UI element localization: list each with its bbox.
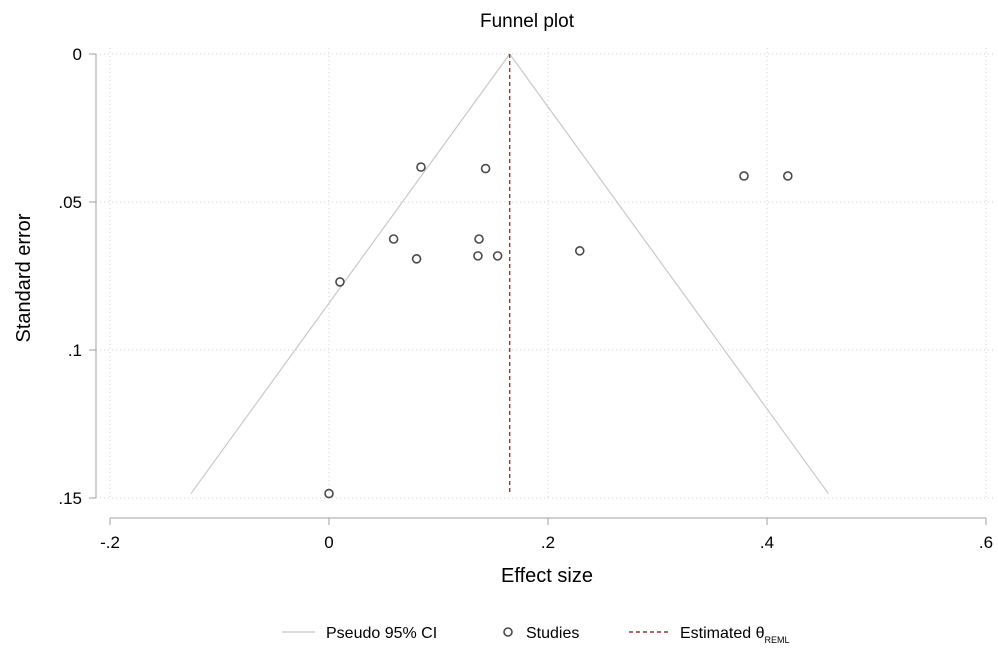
study-point: [324, 488, 334, 499]
y-axis-ticks: 0 .05 .1 .15: [58, 45, 96, 508]
axes: [95, 54, 986, 519]
y-tick-label: 0: [73, 45, 82, 64]
x-tick-label: .4: [760, 533, 774, 552]
pseudo-ci-lines: [190, 53, 829, 494]
x-tick-label: .2: [541, 533, 555, 552]
study-point: [492, 251, 503, 261]
study-point: [474, 234, 484, 244]
legend-ci-label: Pseudo 95% CI: [326, 625, 437, 642]
study-point: [783, 171, 793, 181]
ci-upper-line: [509, 53, 829, 494]
y-tick-label: .15: [58, 489, 82, 508]
x-tick-label: .6: [979, 533, 993, 552]
study-point: [574, 246, 585, 256]
legend-estimate-subscript: REML: [764, 635, 789, 645]
ci-lower-line: [190, 53, 511, 494]
legend-studies-marker: [503, 627, 513, 637]
study-point: [480, 163, 491, 174]
study-point: [473, 251, 483, 261]
study-point: [388, 234, 399, 244]
study-point: [335, 277, 345, 287]
chart-title: Funnel plot: [480, 11, 575, 32]
study-point: [739, 171, 749, 181]
gridlines: [96, 48, 994, 499]
y-axis-label: Standard error: [13, 213, 35, 342]
x-tick-label: 0: [324, 533, 333, 552]
legend: Pseudo 95% CI Studies Estimated θREML: [282, 625, 790, 645]
legend-estimate-text: Estimated θ: [680, 625, 765, 642]
study-points: [324, 162, 793, 499]
study-point: [416, 162, 426, 172]
x-axis-ticks: -.2 0 .2 .4 .6: [100, 518, 993, 552]
x-tick-label: -.2: [100, 533, 120, 552]
legend-estimate-label: Estimated θREML: [680, 625, 790, 645]
x-axis-label: Effect size: [501, 565, 593, 587]
legend-studies-label: Studies: [526, 625, 579, 642]
y-tick-label: .05: [58, 193, 82, 212]
y-tick-label: .1: [68, 341, 82, 360]
study-point: [411, 254, 422, 264]
